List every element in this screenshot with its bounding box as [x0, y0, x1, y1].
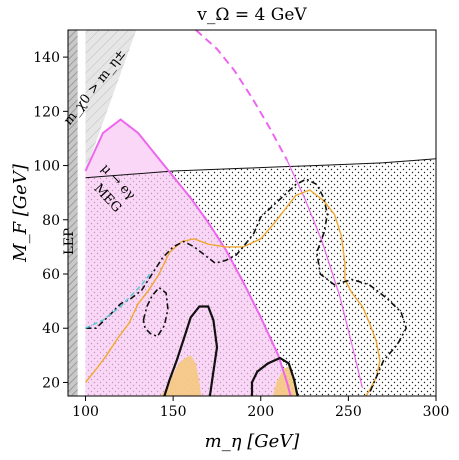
black-dashed-contour [85, 178, 408, 394]
axes: 100 150 200 250 300 20 40 60 80 100 120 140 [33, 50, 449, 420]
black-solid-contour-2 [250, 356, 299, 396]
lep-annotation: LEP [62, 228, 77, 255]
black-dashed-loop [142, 286, 169, 338]
y-tick-label: 20 [42, 375, 60, 391]
y-tick-label: 80 [42, 213, 60, 229]
meg-thin-line [286, 159, 363, 389]
x-tick-label: 250 [335, 404, 362, 420]
y-tick-label: 120 [33, 104, 60, 120]
y-tick-label: 60 [42, 267, 60, 283]
x-tick-label: 300 [423, 404, 450, 420]
chart-title: v_Ω = 4 GeV [196, 5, 307, 25]
plot-frame [67, 29, 437, 397]
mass-order-forbidden-region [85, 30, 137, 171]
lep-excluded-band [68, 30, 78, 396]
meg-excluded-region [85, 119, 291, 396]
meg-boundary-line [84, 118, 292, 396]
y-tick-label: 140 [33, 50, 60, 66]
y-tick-label: 100 [33, 159, 60, 175]
x-axis-label: m_η [GeV] [205, 431, 301, 452]
dotted-region-boundary-line [85, 158, 436, 179]
black-solid-contour-1 [163, 305, 219, 396]
x-tick-label: 200 [247, 404, 274, 420]
x-tick-label: 100 [72, 404, 99, 420]
orange-fill-region-1 [160, 355, 202, 396]
x-tick-label: 150 [160, 404, 187, 420]
y-tick-label: 40 [42, 321, 60, 337]
y-axis-label: M_F [GeV] [10, 163, 31, 263]
meg-dashed-line [195, 30, 288, 161]
plot-area [68, 30, 436, 396]
orange-contour-line [84, 189, 381, 396]
cyan-dashed-contour [85, 270, 153, 329]
